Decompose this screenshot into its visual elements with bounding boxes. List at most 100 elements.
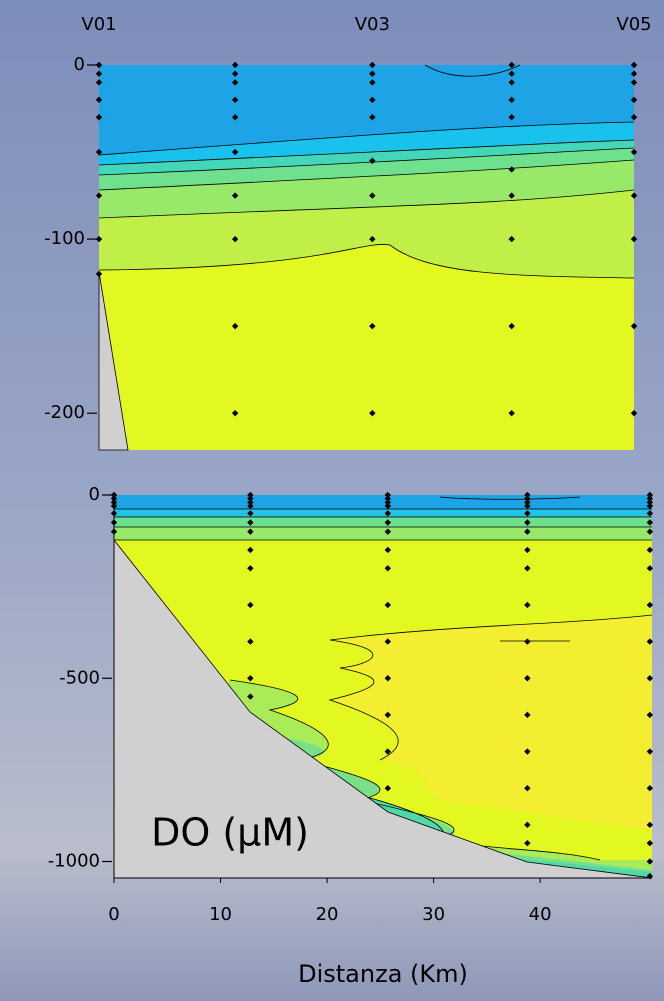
y-tick-label: -500	[59, 667, 100, 688]
sample-point	[110, 502, 118, 510]
sample-point	[231, 322, 239, 330]
sample-point	[630, 70, 638, 77]
sample-point	[508, 192, 515, 199]
sample-point	[646, 601, 654, 609]
sample-point	[369, 79, 376, 86]
sample-point	[247, 519, 254, 526]
sample-point	[508, 79, 515, 86]
sample-point	[369, 157, 376, 164]
sample-point	[384, 528, 391, 535]
x-tick-label: V01	[81, 14, 116, 35]
sample-point	[369, 192, 376, 199]
sample-point	[646, 821, 654, 829]
sample-point	[524, 821, 531, 829]
sample-point	[508, 166, 515, 173]
sample-point	[95, 235, 103, 243]
sample-point	[384, 711, 391, 719]
sample-point	[524, 510, 531, 517]
sample-point	[247, 510, 254, 517]
sample-point	[630, 114, 638, 121]
sample-point	[646, 872, 654, 880]
sample-point	[247, 565, 254, 572]
sample-point	[231, 148, 239, 156]
sample-point	[646, 748, 654, 755]
sample-point	[524, 565, 531, 572]
sample-point	[646, 565, 654, 572]
sample-point	[95, 114, 103, 121]
x-tick-label: 40	[529, 904, 552, 925]
sample-point	[524, 748, 531, 755]
sample-point	[524, 499, 531, 506]
y-tick-label: -200	[44, 402, 85, 423]
sample-point	[646, 638, 654, 645]
sample-point	[384, 748, 391, 755]
sample-point	[110, 510, 118, 517]
sample-point	[646, 839, 654, 847]
sample-point	[630, 61, 638, 69]
sample-point	[231, 114, 239, 121]
sample-point	[110, 519, 118, 526]
sample-point	[110, 528, 118, 535]
sample-point	[384, 499, 391, 506]
sample-point	[231, 61, 239, 69]
sample-point	[369, 409, 376, 417]
sample-point	[508, 114, 515, 121]
sample-point	[508, 235, 515, 243]
sample-point	[630, 235, 638, 243]
sample-point	[508, 96, 515, 104]
sample-point	[95, 79, 103, 86]
sample-point	[231, 79, 239, 86]
sample-point	[247, 675, 254, 682]
sample-point	[524, 519, 531, 526]
sample-point	[524, 675, 531, 682]
sample-point	[95, 96, 103, 104]
sample-point	[247, 546, 254, 554]
sample-point	[508, 409, 515, 417]
sample-point	[247, 499, 254, 506]
sample-point	[524, 839, 531, 847]
sample-point	[231, 235, 239, 243]
sample-point	[524, 495, 531, 502]
annotation: DO (μM)	[151, 811, 309, 855]
sample-point	[524, 546, 531, 554]
sample-point	[524, 638, 531, 645]
sample-point	[630, 96, 638, 104]
y-tick-label: -100	[44, 228, 85, 249]
sample-point	[646, 675, 654, 682]
sample-point	[95, 270, 103, 278]
sample-point	[646, 711, 654, 719]
sample-point	[524, 601, 531, 609]
sample-point	[524, 785, 531, 792]
x-axis-label: Distanza (Km)	[298, 960, 468, 988]
sample-point	[524, 711, 531, 719]
sample-point	[231, 96, 239, 104]
sample-point	[110, 495, 118, 502]
sample-point	[508, 61, 515, 69]
sample-point	[384, 510, 391, 517]
x-tick-label: 10	[209, 904, 232, 925]
x-tick-label: 30	[422, 904, 445, 925]
sample-point	[384, 502, 391, 510]
sample-point	[508, 322, 515, 330]
sample-point	[646, 785, 654, 792]
sample-point	[95, 192, 103, 199]
sample-point	[384, 546, 391, 554]
sample-point	[247, 601, 254, 609]
contour-top	[98, 64, 635, 451]
sample-point	[630, 79, 638, 86]
sample-point	[646, 499, 654, 506]
sample-point	[95, 70, 103, 77]
sample-point	[646, 528, 654, 535]
sample-point	[95, 148, 103, 156]
sample-point	[369, 235, 376, 243]
sample-point	[646, 502, 654, 510]
sample-point	[231, 70, 239, 77]
sample-point	[384, 785, 391, 792]
sample-point	[110, 491, 118, 499]
contour-bottom	[113, 495, 653, 879]
sample-point	[646, 546, 654, 554]
sample-point	[247, 638, 254, 645]
sample-point	[646, 858, 654, 865]
sample-point	[247, 495, 254, 502]
